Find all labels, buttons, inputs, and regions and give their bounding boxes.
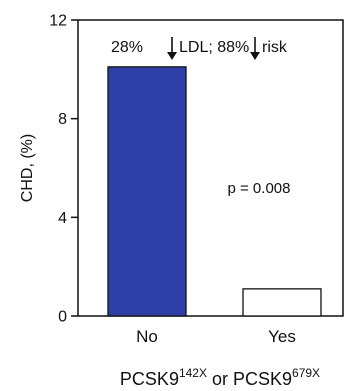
annotation-ldl-pct: 28% [111, 39, 143, 56]
x-axis-gene-a: PCSK9 [120, 369, 179, 389]
y-tick-label-3: 12 [49, 13, 67, 30]
x-axis-superscript-b: 679X [292, 366, 320, 380]
x-axis-joiner: or [207, 369, 233, 389]
annotation-ldl-risk: 28% LDL; 88% risk [111, 37, 288, 60]
x-axis-label: PCSK9142X or PCSK9679X [120, 366, 320, 389]
y-tick-label-1: 4 [58, 210, 67, 227]
y-axis-label: CHD, (%) [19, 134, 36, 202]
annotation-ldl-text: LDL; 88% [179, 39, 249, 56]
x-axis-superscript-a: 142X [179, 366, 207, 380]
annotation-risk-text: risk [262, 39, 288, 56]
bars [107, 66, 322, 317]
y-axis: 0 4 8 12 [49, 13, 78, 326]
x-axis-categories: No Yes [136, 327, 296, 346]
down-arrow-icon [167, 37, 177, 60]
down-arrow-icon [250, 37, 260, 60]
y-tick-label-0: 0 [58, 309, 67, 326]
x-axis-gene-b: PCSK9 [233, 369, 292, 389]
p-value-annotation: p = 0.008 [228, 180, 291, 197]
bar-no [107, 66, 187, 317]
plot-frame [77, 19, 344, 317]
bar-yes [242, 288, 322, 317]
x-category-label-no: No [136, 327, 158, 346]
y-tick-label-2: 8 [58, 111, 67, 128]
x-category-label-yes: Yes [268, 327, 296, 346]
